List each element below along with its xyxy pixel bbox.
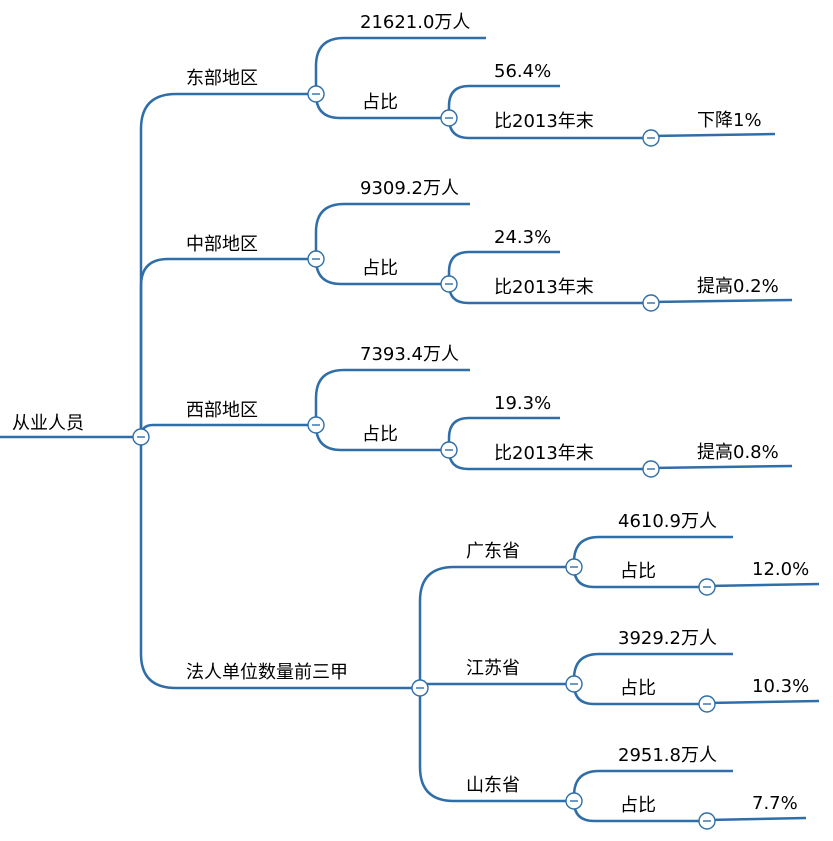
collapse-minus-icon[interactable] [698, 578, 716, 596]
edge-central-change-value [650, 298, 793, 304]
region-west-amount: 7393.4万人 [360, 344, 459, 365]
region-east-share-label: 占比 [362, 92, 398, 113]
edge-central-share-value [447, 250, 560, 284]
region-east-label: 东部地区 [186, 68, 258, 89]
edge-root-top3 [139, 437, 420, 690]
collapse-minus-icon[interactable] [698, 695, 716, 713]
region-central-change-label: 比2013年末 [494, 277, 594, 298]
collapse-minus-icon[interactable] [698, 812, 716, 830]
province-shandong-amount: 2951.8万人 [618, 745, 717, 766]
collapse-minus-icon[interactable] [565, 792, 583, 810]
region-central-label: 中部地区 [186, 234, 258, 255]
province-jiangsu-share-value: 10.3% [752, 676, 809, 697]
region-west-change-label: 比2013年末 [494, 443, 594, 464]
province-guangdong-share-label: 占比 [620, 561, 656, 582]
edge-top3-shandong [418, 688, 574, 803]
labels: 从业人员 东部地区 21621.0万人 占比 56.4% 比2013年末 下降1… [12, 12, 809, 816]
collapse-minus-icon[interactable] [440, 275, 458, 293]
edge-west-share-value [447, 416, 560, 450]
province-shandong-share-value: 7.7% [752, 793, 798, 814]
root-label: 从业人员 [12, 413, 84, 434]
region-west-change-value: 提高0.8% [697, 442, 779, 463]
edge-sd-share-value [706, 816, 807, 822]
collapse-minus-icon[interactable] [411, 679, 429, 697]
province-jiangsu-label: 江苏省 [466, 658, 520, 679]
province-guangdong-amount: 4610.9万人 [618, 511, 717, 532]
province-shandong-label: 山东省 [466, 775, 520, 796]
edge-west-change-value [650, 464, 793, 470]
province-jiangsu-amount: 3929.2万人 [618, 628, 717, 649]
collapse-minus-icon[interactable] [307, 416, 325, 434]
collapse-minus-icon[interactable] [642, 294, 660, 312]
collapse-minus-icon[interactable] [307, 85, 325, 103]
collapse-toggles [132, 85, 716, 830]
edge-root-east [139, 92, 316, 437]
edge-central-amount [314, 202, 470, 259]
edge-gd-share-value [706, 582, 820, 588]
edge-east-change-value [650, 132, 776, 138]
region-west-share-value: 19.3% [494, 393, 551, 414]
edge-js-share-value [706, 699, 820, 705]
collapse-minus-icon[interactable] [565, 675, 583, 693]
collapse-minus-icon[interactable] [307, 250, 325, 268]
connectors [0, 36, 820, 823]
collapse-minus-icon[interactable] [565, 558, 583, 576]
edge-east-share-value [447, 84, 560, 118]
province-guangdong-label: 广东省 [466, 541, 520, 562]
collapse-minus-icon[interactable] [440, 441, 458, 459]
edge-root-west [139, 423, 316, 438]
region-east-change-label: 比2013年末 [494, 111, 594, 132]
region-central-share-value: 24.3% [494, 227, 551, 248]
province-shandong-share-label: 占比 [620, 795, 656, 816]
top3-label: 法人单位数量前三甲 [186, 662, 348, 683]
edge-root-central [139, 257, 316, 437]
region-central-share-label: 占比 [362, 258, 398, 279]
region-east-amount: 21621.0万人 [360, 12, 470, 33]
collapse-minus-icon[interactable] [440, 109, 458, 127]
region-east-share-value: 56.4% [494, 61, 551, 82]
collapse-minus-icon[interactable] [132, 428, 150, 446]
province-jiangsu-share-label: 占比 [620, 678, 656, 699]
region-west-share-label: 占比 [362, 424, 398, 445]
collapse-minus-icon[interactable] [642, 129, 660, 147]
province-guangdong-share-value: 12.0% [752, 559, 809, 580]
edge-east-amount [314, 36, 486, 94]
edge-west-amount [314, 368, 470, 425]
region-west-label: 西部地区 [186, 400, 258, 421]
edge-top3-jiangsu [418, 682, 574, 689]
region-central-change-value: 提高0.2% [697, 276, 779, 297]
region-central-amount: 9309.2万人 [360, 178, 459, 199]
collapse-minus-icon[interactable] [642, 460, 660, 478]
region-east-change-value: 下降1% [697, 110, 762, 131]
edge-top3-guangdong [418, 565, 574, 688]
